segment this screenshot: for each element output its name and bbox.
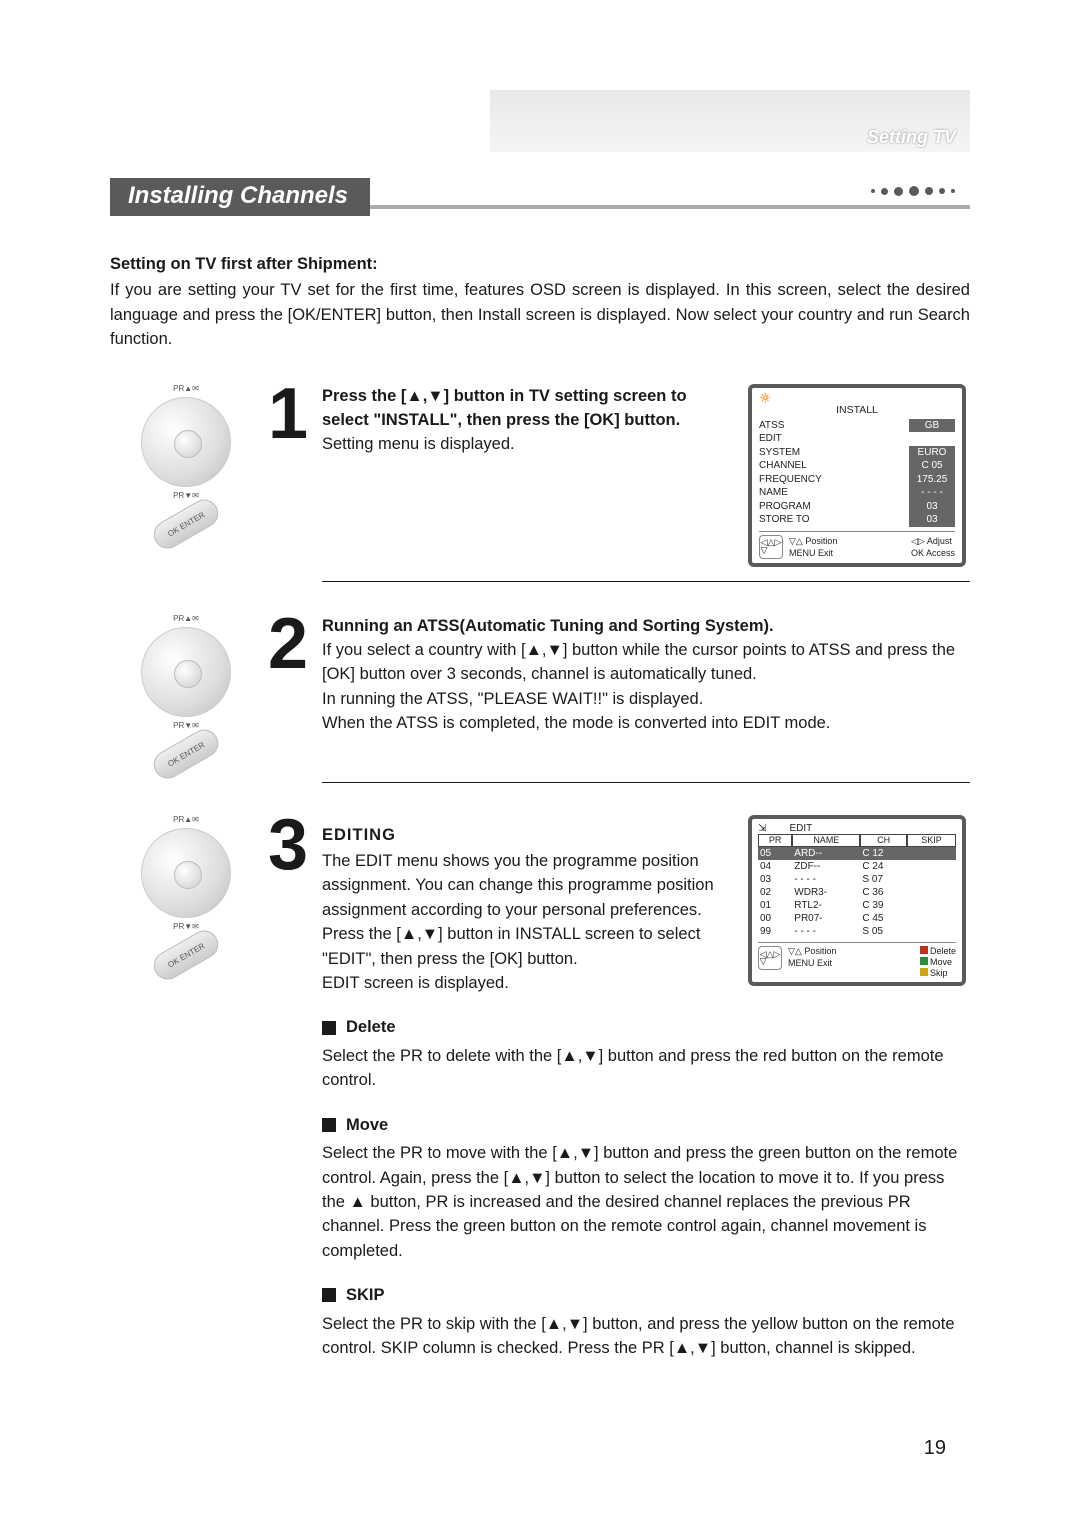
remote-ok-button-icon: OK ENTER	[149, 925, 224, 984]
legend-item: Skip	[920, 968, 956, 978]
step-number-3: 3	[268, 815, 322, 876]
legend-item: Move	[920, 957, 956, 967]
step1-heading: Press the [▲,▼] button in TV setting scr…	[322, 384, 736, 433]
step2-body2: In running the ATSS, "PLEASE WAIT!!" is …	[322, 687, 970, 711]
osd-install-row: EDIT	[759, 432, 955, 446]
osd-install-title: INSTALL	[759, 404, 955, 416]
osd-edit-row: 04ZDF--C 24	[758, 860, 956, 873]
remote-pr-up-label: PR▲✉	[173, 384, 199, 393]
osd-foot-menu: MENU Exit	[789, 548, 905, 558]
divider-2	[322, 782, 970, 783]
step1-body: Setting menu is displayed.	[322, 432, 736, 456]
remote-ring-icon	[141, 397, 231, 487]
osd-edit-row: 99- - - -S 05	[758, 925, 956, 938]
osd-install-row: CHANNELC 05	[759, 459, 955, 473]
osd-edit-row: 05ARD--C 12	[758, 847, 956, 860]
osd-edit-row: 02WDR3-C 36	[758, 886, 956, 899]
remote-ring-icon	[141, 828, 231, 918]
step-number-1: 1	[268, 384, 322, 445]
osd-foot-position: ▽△ Position	[789, 536, 905, 547]
square-bullet-icon	[322, 1288, 336, 1302]
edit-icon: ⇲	[758, 823, 766, 834]
skip-body: Select the PR to skip with the [▲,▼] but…	[322, 1312, 970, 1361]
intro-heading: Setting on TV first after Shipment:	[110, 252, 970, 276]
osd-edit-screen: ⇲ EDIT PRNAMECHSKIP05ARD--C 1204ZDF--C 2…	[748, 815, 966, 987]
nav-arrows-icon: ◁△▷▽	[758, 946, 782, 970]
osd-install-row: ATSSGB	[759, 419, 955, 433]
step3-body1: The EDIT menu shows you the programme po…	[322, 849, 740, 922]
remote-illustration: PR▲✉ PR▼✉ OK ENTER	[110, 815, 262, 969]
delete-body: Select the PR to delete with the [▲,▼] b…	[322, 1044, 970, 1093]
step-1: PR▲✉ PR▼✉ OK ENTER 1 Press the [▲,▼] but…	[110, 384, 970, 567]
nav-arrows-icon: ◁△▷▽	[759, 535, 783, 559]
move-body: Select the PR to move with the [▲,▼] but…	[322, 1141, 970, 1263]
square-bullet-icon	[322, 1021, 336, 1035]
step3-body3: EDIT screen is displayed.	[322, 971, 740, 995]
step3-heading: EDITING	[322, 823, 740, 847]
remote-ok-button-icon: OK ENTER	[149, 724, 224, 783]
osd-install-row: PROGRAM03	[759, 500, 955, 514]
divider-1	[322, 581, 970, 582]
osd-foot-adjust: ◁▷ Adjust	[911, 536, 955, 547]
step-number-2: 2	[268, 614, 322, 675]
header-section-label: Setting TV	[867, 127, 956, 148]
remote-illustration: PR▲✉ PR▼✉ OK ENTER	[110, 384, 262, 538]
osd-edit-foot-menu: MENU Exit	[788, 958, 914, 968]
step-2: PR▲✉ PR▼✉ OK ENTER 2 Running an ATSS(Aut…	[110, 614, 970, 768]
skip-heading: SKIP	[322, 1283, 970, 1307]
osd-install-row: NAME- - - -	[759, 486, 955, 500]
header-banner: Setting TV	[490, 90, 970, 152]
osd-install-row: STORE TO03	[759, 513, 955, 527]
osd-edit-title: EDIT	[790, 823, 813, 834]
page-title: Installing Channels	[110, 178, 370, 216]
osd-edit-legend: DeleteMoveSkip	[920, 946, 956, 978]
remote-pr-dn-label: PR▼✉	[173, 491, 199, 500]
title-rule	[370, 205, 970, 209]
delete-heading: Delete	[322, 1015, 970, 1039]
remote-illustration: PR▲✉ PR▼✉ OK ENTER	[110, 614, 262, 768]
osd-install-screen: 🔅 INSTALL ATSSGBEDITSYSTEMEUROCHANNELC 0…	[748, 384, 966, 567]
legend-item: Delete	[920, 946, 956, 956]
osd-edit-row: 01RTL2-C 39	[758, 899, 956, 912]
osd-edit-foot-position: ▽△ Position	[788, 946, 914, 957]
step2-body1: If you select a country with [▲,▼] butto…	[322, 638, 970, 687]
remote-ok-button-icon: OK ENTER	[149, 494, 224, 553]
step-3: PR▲✉ PR▼✉ OK ENTER 3 EDITING The EDIT me…	[110, 815, 970, 996]
step3-body2: Press the [▲,▼] button in INSTALL screen…	[322, 922, 740, 971]
title-bar: Installing Channels	[110, 178, 970, 216]
osd-install-row: FREQUENCY175.25	[759, 473, 955, 487]
osd-foot-ok: OK Access	[911, 548, 955, 558]
move-heading: Move	[322, 1113, 970, 1137]
osd-install-row: SYSTEMEURO	[759, 446, 955, 460]
step2-heading: Running an ATSS(Automatic Tuning and Sor…	[322, 614, 970, 638]
step2-body3: When the ATSS is completed, the mode is …	[322, 711, 970, 735]
page-number: 19	[924, 1437, 946, 1460]
remote-ring-icon	[141, 627, 231, 717]
square-bullet-icon	[322, 1118, 336, 1132]
osd-edit-row: 03- - - -S 07	[758, 873, 956, 886]
decorative-dots	[871, 186, 955, 196]
osd-edit-row: 00PR07-C 45	[758, 912, 956, 925]
intro-body: If you are setting your TV set for the f…	[110, 278, 970, 351]
intro-section: Setting on TV first after Shipment: If y…	[110, 252, 970, 352]
